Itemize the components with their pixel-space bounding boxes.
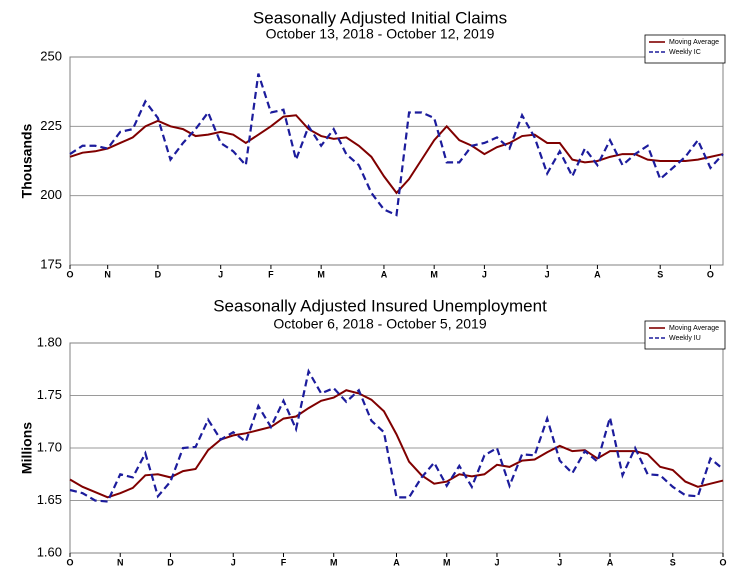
x-tick-label: S bbox=[657, 269, 663, 279]
y-tick-label: 225 bbox=[40, 118, 62, 133]
x-tick-label: N bbox=[117, 557, 124, 567]
series-line bbox=[69, 368, 724, 503]
x-tick-label: J bbox=[482, 269, 487, 279]
chart-title: Seasonally Adjusted Insured Unemployment bbox=[213, 296, 547, 315]
legend-box bbox=[644, 34, 726, 64]
series-line bbox=[69, 389, 724, 499]
y-axis-title: Millions bbox=[19, 422, 35, 474]
x-tick-label: A bbox=[381, 269, 388, 279]
x-tick-label: S bbox=[670, 557, 676, 567]
x-tick-label: O bbox=[66, 269, 73, 279]
x-tick-label: O bbox=[707, 269, 714, 279]
x-tick-label: J bbox=[494, 557, 499, 567]
chart-title: Seasonally Adjusted Initial Claims bbox=[253, 8, 507, 27]
x-tick-label: M bbox=[317, 269, 325, 279]
y-tick-label: 175 bbox=[40, 256, 62, 271]
x-tick-label: A bbox=[393, 557, 400, 567]
chart-subtitle: October 13, 2018 - October 12, 2019 bbox=[266, 26, 495, 42]
x-tick-label: J bbox=[545, 269, 550, 279]
y-tick-label: 1.75 bbox=[37, 387, 62, 402]
x-tick-label: F bbox=[281, 557, 287, 567]
x-tick-label: O bbox=[66, 557, 73, 567]
x-tick-label: J bbox=[557, 557, 562, 567]
x-tick-label: A bbox=[607, 557, 614, 567]
legend-label: Weekly IU bbox=[669, 335, 701, 342]
y-tick-label: 1.70 bbox=[37, 439, 62, 454]
x-tick-label: F bbox=[268, 269, 274, 279]
y-tick-label: 250 bbox=[40, 48, 62, 63]
x-tick-label: M bbox=[443, 557, 451, 567]
x-tick-label: J bbox=[218, 269, 223, 279]
chart-subtitle: October 6, 2018 - October 5, 2019 bbox=[273, 316, 486, 332]
y-tick-label: 1.80 bbox=[37, 334, 62, 349]
x-tick-label: J bbox=[231, 557, 236, 567]
x-tick-label: M bbox=[330, 557, 338, 567]
series-line bbox=[69, 114, 724, 195]
x-tick-label: M bbox=[430, 269, 438, 279]
legend-box bbox=[644, 320, 726, 350]
y-tick-label: 1.60 bbox=[37, 544, 62, 559]
x-tick-label: D bbox=[167, 557, 174, 567]
legend-label: Moving Average bbox=[669, 325, 719, 332]
x-tick-label: A bbox=[594, 269, 601, 279]
y-axis-title: Thousands bbox=[19, 123, 35, 198]
plot-frame bbox=[69, 56, 724, 266]
x-tick-label: O bbox=[719, 557, 726, 567]
y-tick-label: 1.65 bbox=[37, 492, 62, 507]
series-line bbox=[69, 73, 724, 217]
x-tick-label: N bbox=[104, 269, 111, 279]
legend-label: Weekly IC bbox=[669, 49, 701, 56]
y-tick-label: 200 bbox=[40, 187, 62, 202]
legend-label: Moving Average bbox=[669, 39, 719, 46]
x-tick-label: D bbox=[155, 269, 162, 279]
